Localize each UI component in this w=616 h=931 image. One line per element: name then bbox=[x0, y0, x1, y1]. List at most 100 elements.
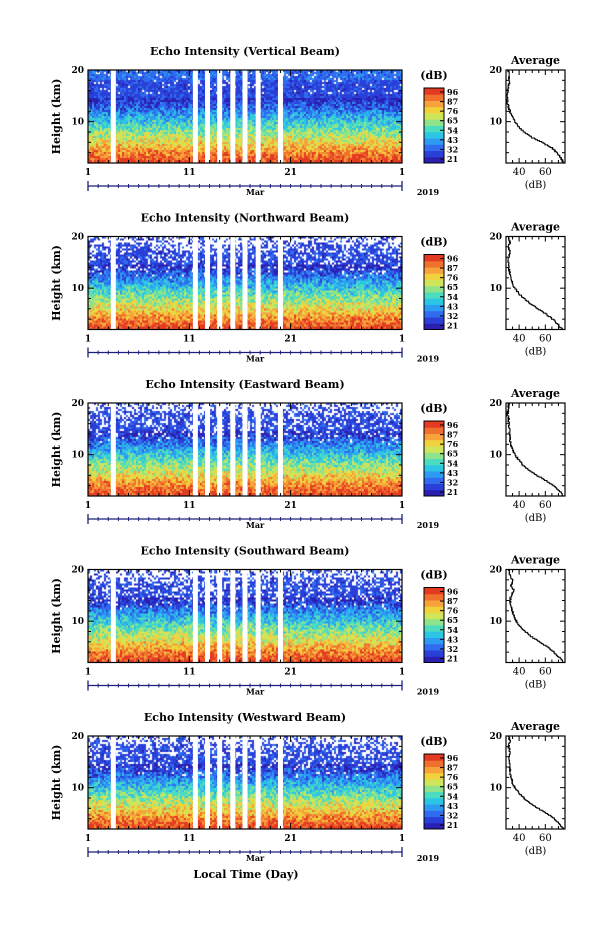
colorbar-tick-label: 21 bbox=[447, 820, 458, 830]
colorbar-segment bbox=[424, 458, 444, 466]
colorbar-segment bbox=[424, 593, 444, 601]
x-tick-label: 1 bbox=[85, 668, 91, 678]
data-gap bbox=[277, 70, 283, 163]
data-gap bbox=[242, 403, 248, 496]
average-y-tick-label: 20 bbox=[489, 66, 502, 76]
year-label: 2019 bbox=[417, 520, 440, 530]
month-label: Mar bbox=[246, 187, 265, 197]
average-title: Average bbox=[510, 221, 560, 234]
colorbar-label: (dB) bbox=[420, 569, 447, 582]
x-tick-label: 1 bbox=[85, 501, 91, 511]
average-frame bbox=[505, 69, 566, 164]
colorbar-frame bbox=[423, 420, 445, 497]
month-label: Mar bbox=[246, 687, 265, 697]
data-gap bbox=[255, 736, 261, 829]
x-tick-label: 1 bbox=[399, 501, 405, 511]
x-tick-label: 11 bbox=[183, 668, 196, 678]
colorbar-tick-label: 87 bbox=[447, 763, 458, 773]
colorbar-tick-label: 43 bbox=[447, 301, 459, 311]
colorbar-segment bbox=[424, 816, 444, 824]
colorbar-segment bbox=[424, 113, 444, 120]
colorbar-segment bbox=[424, 292, 444, 299]
data-gap bbox=[110, 569, 116, 663]
colorbar-tick-label: 32 bbox=[447, 477, 458, 487]
colorbar-segment bbox=[424, 656, 444, 663]
colorbar-segment bbox=[424, 421, 444, 428]
month-label: Mar bbox=[246, 520, 265, 530]
average-title: Average bbox=[510, 720, 560, 733]
colorbar-segment bbox=[424, 625, 444, 632]
colorbar-tick-label: 43 bbox=[447, 801, 459, 811]
data-gap bbox=[110, 70, 116, 163]
colorbar-segment bbox=[424, 631, 444, 638]
colorbar-tick-label: 76 bbox=[447, 273, 459, 283]
y-tick-label: 10 bbox=[71, 284, 84, 294]
colorbar-label: (dB) bbox=[420, 69, 447, 82]
colorbar-segment bbox=[424, 267, 444, 274]
colorbar-segment bbox=[424, 119, 444, 126]
data-gap bbox=[217, 736, 223, 829]
colorbar-segment bbox=[424, 772, 444, 780]
data-gap bbox=[217, 236, 223, 330]
colorbar-segment bbox=[424, 452, 444, 459]
average-frame bbox=[505, 568, 566, 664]
colorbar-tick-label: 76 bbox=[447, 439, 459, 449]
x-tick-label: 1 bbox=[399, 335, 405, 345]
colorbar-segment bbox=[424, 471, 444, 478]
x-tick-label: 11 bbox=[183, 834, 196, 844]
colorbar-segment bbox=[424, 804, 444, 811]
panel-title: Echo Intensity (Westward Beam) bbox=[144, 711, 346, 724]
colorbar-segment bbox=[424, 637, 444, 645]
colorbar-segment bbox=[424, 606, 444, 613]
month-label: Mar bbox=[246, 853, 265, 863]
colorbar-tick-label: 96 bbox=[447, 87, 459, 97]
average-frame bbox=[505, 402, 566, 497]
x-tick-label: 1 bbox=[85, 168, 91, 178]
y-tick-label: 20 bbox=[71, 732, 84, 742]
data-gap bbox=[277, 569, 283, 663]
colorbar-segment bbox=[424, 477, 444, 484]
y-tick-label: 20 bbox=[71, 233, 84, 243]
average-profile-line bbox=[508, 569, 564, 663]
plot-frame bbox=[87, 69, 403, 164]
average-x-label: (dB) bbox=[525, 680, 547, 691]
data-gap bbox=[230, 569, 236, 663]
average-x-label: (dB) bbox=[525, 180, 547, 191]
average-profile-line bbox=[506, 70, 564, 164]
average-x-tick-label: 60 bbox=[539, 667, 552, 678]
average-y-tick-label: 20 bbox=[489, 566, 502, 576]
average-profile-line bbox=[507, 236, 563, 330]
colorbar-segment bbox=[424, 483, 444, 491]
colorbar-label: (dB) bbox=[420, 735, 447, 748]
average-x-tick-label: 40 bbox=[513, 500, 526, 511]
x-tick-label: 21 bbox=[284, 501, 297, 511]
data-gap bbox=[205, 403, 211, 496]
y-axis-label: Height (km) bbox=[50, 79, 63, 155]
colorbar-tick-label: 54 bbox=[447, 125, 459, 135]
y-axis-label: Height (km) bbox=[50, 412, 63, 488]
average-y-tick-label: 10 bbox=[489, 617, 502, 627]
colorbar-segment bbox=[424, 310, 444, 318]
data-gap bbox=[255, 569, 261, 663]
colorbar-tick-label: 54 bbox=[447, 791, 459, 801]
colorbar-frame bbox=[423, 87, 445, 164]
colorbar-tick-label: 32 bbox=[447, 810, 458, 820]
y-tick-label: 20 bbox=[71, 566, 84, 576]
average-x-tick-label: 40 bbox=[513, 167, 526, 178]
colorbar-segment bbox=[424, 439, 444, 447]
colorbar-label: (dB) bbox=[420, 402, 447, 415]
colorbar-segment bbox=[424, 144, 444, 151]
colorbar-tick-label: 65 bbox=[447, 282, 458, 292]
data-gap bbox=[192, 236, 198, 330]
colorbar-tick-label: 43 bbox=[447, 468, 459, 478]
panel: Echo Intensity (Westward Beam) 20 10 Height… bbox=[50, 711, 566, 863]
x-tick-label: 21 bbox=[284, 168, 297, 178]
panel: Echo Intensity (Vertical Beam) 20 10 Height… bbox=[50, 45, 566, 197]
colorbar-segment bbox=[424, 125, 444, 133]
colorbar-segment bbox=[424, 650, 444, 657]
colorbar-segment bbox=[424, 433, 444, 441]
data-gap bbox=[217, 70, 223, 163]
plot-frame bbox=[87, 402, 403, 497]
colorbar-tick-label: 87 bbox=[447, 596, 458, 606]
colorbar-segment bbox=[424, 260, 444, 268]
